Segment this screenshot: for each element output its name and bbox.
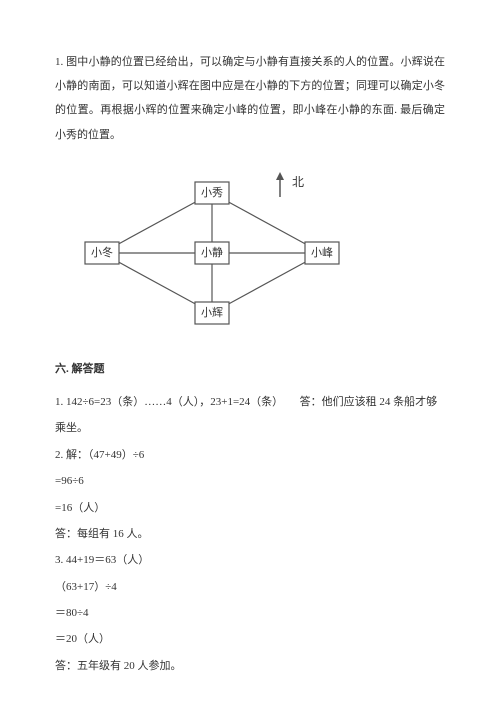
intro-paragraph: 1. 图中小静的位置已经给出，可以确定与小静有直接关系的人的位置。小辉说在小静的… [55,50,445,147]
section-6-title: 六. 解答题 [55,357,445,381]
q3-step-a: 3. 44+19＝63（人） [55,547,445,573]
q2-answer: 答：每组有 16 人。 [55,521,445,547]
q2-step-a: 2. 解：（47+49）÷6 [55,442,445,468]
q3-step-c: ＝80÷4 [55,600,445,626]
q2-step-c: =16（人） [55,495,445,521]
q3-answer: 答：五年级有 20 人参加。 [55,653,445,679]
q1-line: 1. 142÷6=23（条）……4（人），23+1=24（条） 答：他们应该租 … [55,389,445,442]
svg-text:小峰: 小峰 [311,246,333,259]
q3-step-b: （63+17）÷4 [55,574,445,600]
q3-step-d: ＝20（人） [55,626,445,652]
svg-text:小冬: 小冬 [91,245,113,259]
svg-text:小秀: 小秀 [201,186,223,199]
q2-step-b: =96÷6 [55,468,445,494]
svg-text:小辉: 小辉 [201,306,223,319]
position-diagram: 小秀小冬 小静 小峰小辉 北 [65,162,445,337]
svg-text:北: 北 [292,175,304,189]
svg-text:小静: 小静 [201,245,223,259]
